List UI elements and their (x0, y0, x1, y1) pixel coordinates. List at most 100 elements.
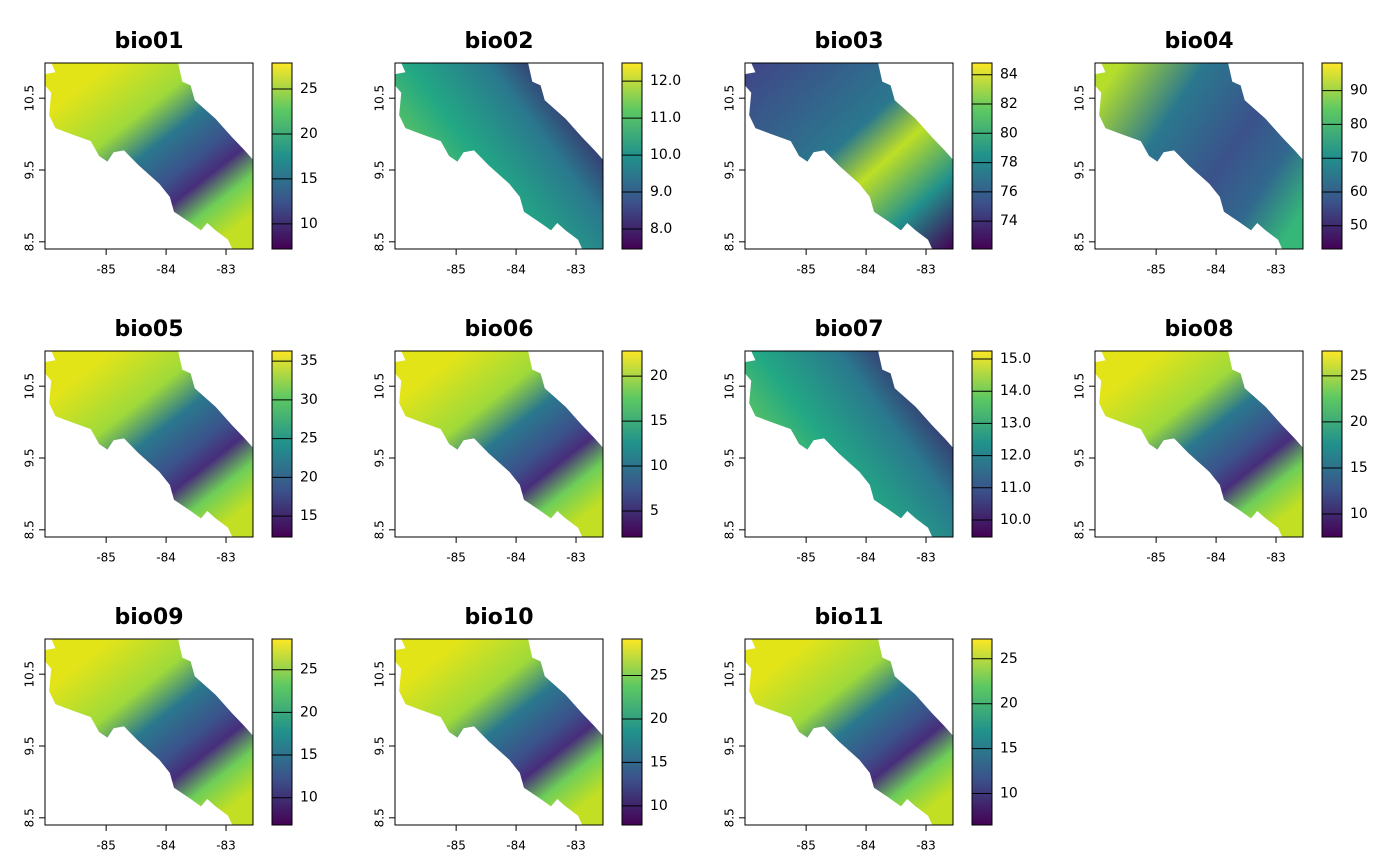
x-tick-label: -84 (506, 551, 526, 565)
colorbar-tick-label: 15 (300, 508, 318, 524)
colorbar-tick-label: 30 (300, 392, 318, 408)
colorbar-tick-label: 10 (300, 790, 318, 806)
colorbar-tick-label: 10 (1350, 506, 1368, 522)
panel: bio08 -85 -84 -83 8.5 9.5 10.5 10 15 20 25 (1073, 317, 1368, 565)
x-tick-label: -85 (1146, 263, 1166, 277)
colorbar-tick-label: 10.0 (1000, 512, 1031, 528)
colorbar-tick-label: 20 (300, 469, 318, 485)
y-tick-label: 8.5 (723, 808, 737, 827)
y-tick-label: 10.5 (723, 85, 737, 112)
map-raster (1095, 351, 1303, 537)
y-tick-label: 9.5 (723, 736, 737, 755)
colorbar-tick-label: 15 (300, 171, 318, 187)
y-tick-label: 8.5 (23, 520, 37, 539)
y-tick-label: 10.5 (373, 85, 387, 112)
x-tick-label: -84 (856, 551, 876, 565)
panel-title: bio09 (114, 605, 183, 630)
colorbar-tick-label: 10 (1000, 786, 1018, 802)
map-raster (395, 351, 603, 537)
x-tick-label: -83 (1266, 551, 1286, 565)
panel-title: bio02 (464, 29, 533, 54)
plot-frame (44, 638, 254, 826)
colorbar-tick-label: 82 (1000, 96, 1018, 112)
x-tick-label: -85 (446, 839, 466, 853)
colorbar-tick-label: 11.0 (650, 110, 681, 126)
map-raster (45, 63, 253, 249)
colorbar-tick-label: 10 (650, 458, 668, 474)
x-tick-label: -85 (796, 263, 816, 277)
colorbar (971, 350, 993, 538)
x-tick-label: -83 (916, 551, 936, 565)
colorbar-tick-label: 11.0 (1000, 480, 1031, 496)
plot-frame (394, 638, 604, 826)
colorbar-tick-label: 70 (1350, 150, 1368, 166)
colorbar-tick-label: 25 (300, 431, 318, 447)
colorbar-tick-label: 5 (650, 503, 659, 519)
colorbar (1321, 350, 1343, 538)
y-tick-label: 8.5 (373, 232, 387, 251)
x-tick-label: -83 (216, 551, 236, 565)
colorbar (971, 638, 993, 826)
colorbar-tick-label: 13.0 (1000, 415, 1031, 431)
y-tick-label: 9.5 (23, 448, 37, 467)
x-tick-label: -84 (156, 263, 176, 277)
map-raster (745, 639, 953, 825)
colorbar-tick-label: 25 (300, 662, 318, 678)
x-tick-label: -85 (96, 551, 116, 565)
panel-title: bio03 (814, 29, 883, 54)
colorbar-tick-label: 78 (1000, 155, 1018, 171)
colorbar-tick-label: 35 (300, 353, 318, 369)
x-tick-label: -84 (156, 839, 176, 853)
panel-title: bio04 (1164, 29, 1233, 54)
plot-frame (744, 62, 954, 250)
x-tick-label: -84 (1206, 263, 1226, 277)
colorbar-tick-label: 20 (300, 704, 318, 720)
panel: bio03 -85 -84 -83 8.5 9.5 10.5 74 76 78 80 82 84 (723, 29, 1018, 277)
y-tick-label: 8.5 (1073, 520, 1087, 539)
plot-frame (744, 638, 954, 826)
colorbar (621, 350, 643, 538)
colorbar-tick-label: 60 (1350, 184, 1368, 200)
panel-title: bio07 (814, 317, 883, 342)
colorbar (1321, 62, 1343, 250)
x-tick-label: -83 (566, 263, 586, 277)
colorbar-tick-label: 9.0 (650, 184, 672, 200)
y-tick-label: 9.5 (1073, 160, 1087, 179)
y-tick-label: 9.5 (723, 448, 737, 467)
colorbar-tick-label: 10.0 (650, 147, 681, 163)
panel-title: bio11 (814, 605, 883, 630)
y-tick-label: 10.5 (23, 661, 37, 688)
x-tick-label: -85 (796, 839, 816, 853)
colorbar-tick-label: 14.0 (1000, 383, 1031, 399)
panel: bio06 -85 -84 -83 8.5 9.5 10.5 5 10 15 20 (373, 317, 668, 565)
colorbar-tick-label: 20 (650, 711, 668, 727)
y-tick-label: 8.5 (723, 520, 737, 539)
y-tick-label: 8.5 (373, 808, 387, 827)
x-tick-label: -85 (796, 551, 816, 565)
panel-title: bio05 (114, 317, 183, 342)
plot-frame (1094, 62, 1304, 250)
colorbar-tick-label: 74 (1000, 213, 1018, 229)
plot-frame (1094, 350, 1304, 538)
colorbar-tick-label: 15 (300, 747, 318, 763)
panel: bio10 -85 -84 -83 8.5 9.5 10.5 10 15 20 25 (373, 605, 668, 853)
colorbar-tick-label: 80 (1000, 125, 1018, 141)
y-tick-label: 8.5 (1073, 232, 1087, 251)
y-tick-label: 9.5 (1073, 448, 1087, 467)
colorbar (621, 638, 643, 826)
colorbar-tick-label: 20 (1000, 696, 1018, 712)
colorbar (271, 62, 293, 250)
x-tick-label: -84 (856, 263, 876, 277)
x-tick-label: -84 (156, 551, 176, 565)
x-tick-label: -83 (916, 839, 936, 853)
colorbar-tick-label: 76 (1000, 184, 1018, 200)
panel: bio07 -85 -84 -83 8.5 9.5 10.5 10.0 11.0 12.0 13.0… (723, 317, 1032, 565)
x-tick-label: -83 (916, 263, 936, 277)
x-tick-label: -83 (216, 263, 236, 277)
y-tick-label: 10.5 (23, 373, 37, 400)
y-tick-label: 8.5 (723, 232, 737, 251)
colorbar-tick-label: 8.0 (650, 221, 672, 237)
panel: bio11 -85 -84 -83 8.5 9.5 10.5 10 15 20 25 (723, 605, 1018, 853)
colorbar-tick-label: 50 (1350, 218, 1368, 234)
